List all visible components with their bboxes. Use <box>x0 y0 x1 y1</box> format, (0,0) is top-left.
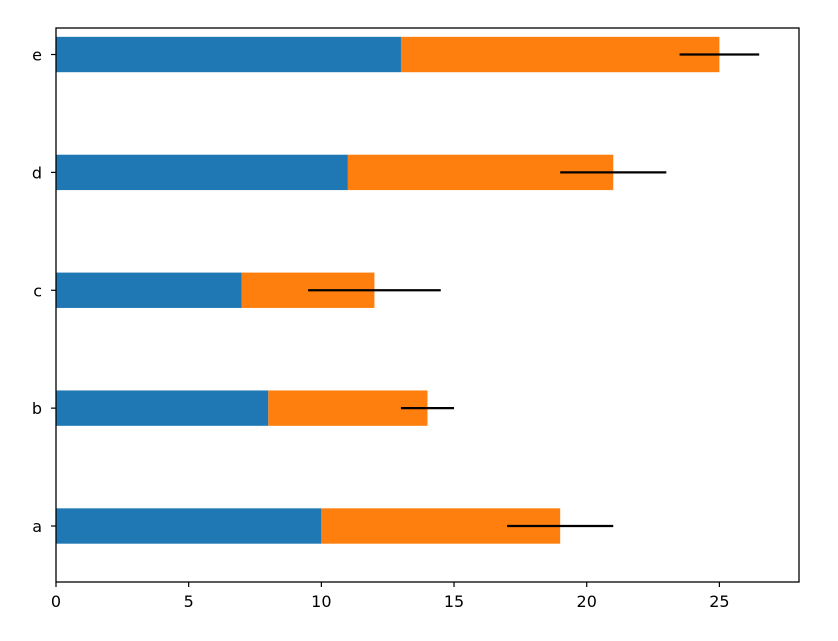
x-axis-ticks: 0 5 10 15 20 25 <box>51 582 730 611</box>
bar-series1-b <box>56 390 269 426</box>
y-tick-label-a: a <box>32 517 42 536</box>
bar-series1-e <box>56 36 401 73</box>
error-bars-layer <box>308 53 760 528</box>
y-tick-label-e: e <box>32 46 42 65</box>
y-tick-label-c: c <box>33 281 42 300</box>
x-tick-label-0: 0 <box>51 592 61 611</box>
bar-series1-c <box>56 272 242 308</box>
bar-series2-e <box>400 36 720 73</box>
plot-frame <box>55 27 800 583</box>
x-tick-label-20: 20 <box>577 592 597 611</box>
bars-layer <box>56 36 720 544</box>
x-tick-label-25: 25 <box>709 592 729 611</box>
y-tick-label-b: b <box>32 399 42 418</box>
y-tick-label-d: d <box>32 163 42 182</box>
bar-series1-d <box>56 154 348 191</box>
x-tick-label-15: 15 <box>444 592 464 611</box>
y-axis-ticks: a b c d e <box>32 46 56 536</box>
x-tick-label-10: 10 <box>311 592 331 611</box>
bar-series1-a <box>56 508 322 544</box>
x-tick-label-5: 5 <box>184 592 194 611</box>
